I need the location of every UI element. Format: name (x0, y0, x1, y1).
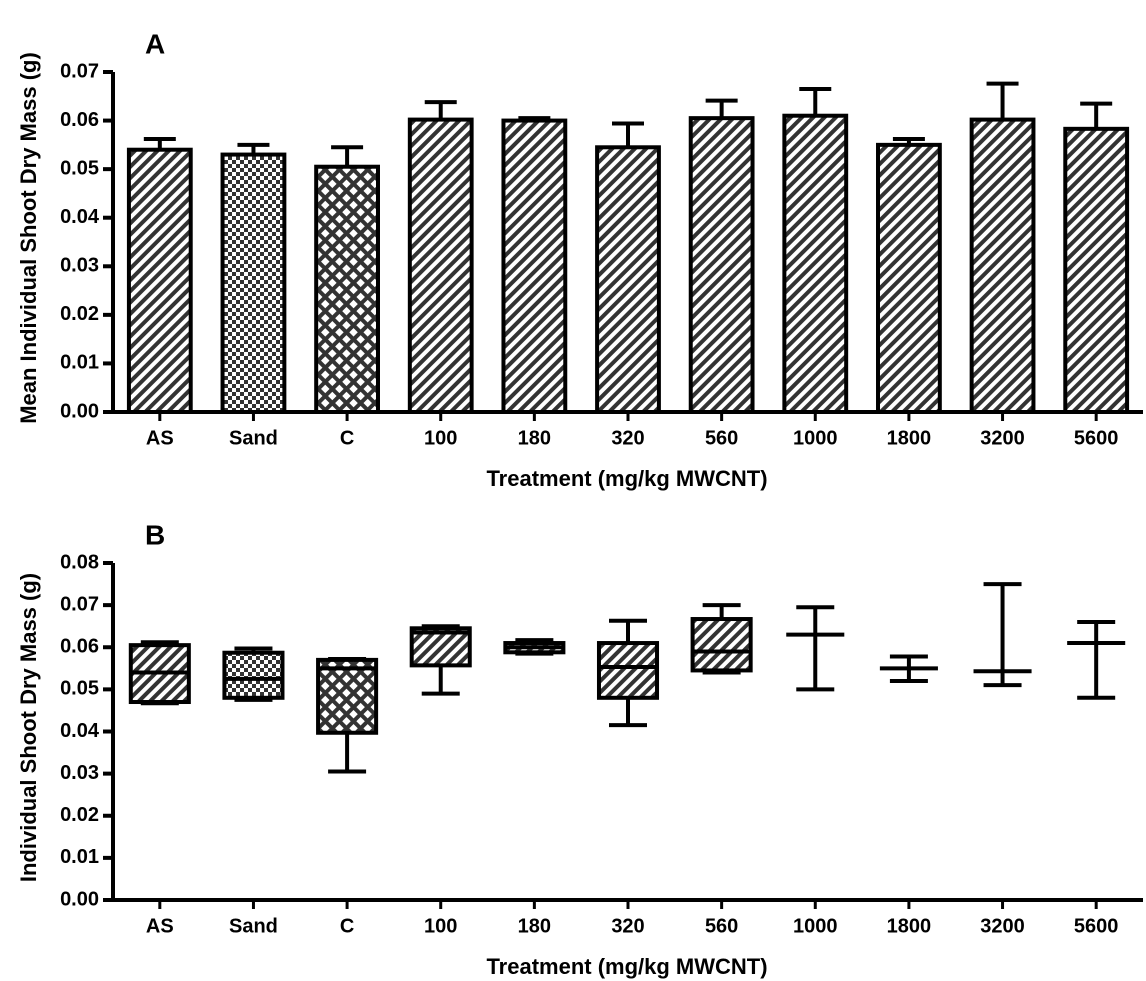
x-axis-label: Treatment (mg/kg MWCNT) (486, 466, 767, 491)
box (316, 657, 379, 735)
y-axis-label: Individual Shoot Dry Mass (g) (16, 573, 41, 882)
x-tick-label: 560 (705, 915, 738, 937)
bar (407, 117, 474, 414)
x-tick-label: 1800 (887, 915, 932, 937)
x-tick-label: 5600 (1074, 427, 1119, 449)
x-tick-label: 1800 (887, 427, 932, 449)
y-tick-label: 0.01 (60, 352, 99, 374)
x-tick-label: Sand (229, 915, 278, 937)
y-axis-label: Mean Individual Shoot Dry Mass (g) (16, 52, 41, 424)
x-tick-label: Sand (229, 427, 278, 449)
x-tick-label: 3200 (980, 427, 1025, 449)
x-tick-label: AS (146, 915, 174, 937)
x-tick-label: AS (146, 427, 174, 449)
x-tick-label: 1000 (793, 427, 838, 449)
bar (501, 118, 568, 414)
box (690, 617, 753, 673)
y-tick-label: 0.03 (60, 255, 99, 277)
y-tick-label: 0.06 (60, 109, 99, 131)
bar (969, 117, 1036, 414)
x-axis-label: Treatment (mg/kg MWCNT) (486, 954, 767, 979)
bar (876, 142, 942, 414)
x-tick-label: 100 (424, 427, 457, 449)
x-tick-label: 560 (705, 427, 738, 449)
y-tick-label: 0.06 (60, 636, 99, 658)
x-tick-label: C (340, 427, 354, 449)
y-tick-label: 0.00 (60, 888, 99, 910)
y-tick-label: 0.07 (60, 60, 99, 82)
y-tick-label: 0.02 (60, 804, 99, 826)
bar (126, 147, 193, 414)
y-tick-label: 0.00 (60, 400, 99, 422)
y-tick-label: 0.01 (60, 846, 99, 868)
x-tick-label: 180 (518, 915, 551, 937)
y-tick-label: 0.03 (60, 762, 99, 784)
box (596, 641, 660, 700)
bar (595, 145, 661, 415)
y-tick-label: 0.08 (60, 551, 99, 573)
y-tick-label: 0.05 (60, 678, 99, 700)
panel-label: A (145, 28, 165, 59)
x-tick-label: 3200 (980, 915, 1025, 937)
y-tick-label: 0.04 (60, 720, 100, 742)
x-tick-label: 1000 (793, 915, 838, 937)
bar (688, 116, 755, 415)
x-tick-label: 5600 (1074, 915, 1119, 937)
y-tick-label: 0.07 (60, 593, 99, 615)
x-tick-label: 320 (611, 427, 644, 449)
panel-label: B (145, 519, 165, 550)
bar (1063, 126, 1130, 414)
y-tick-label: 0.05 (60, 157, 99, 179)
x-tick-label: 180 (518, 427, 551, 449)
bar (220, 152, 287, 414)
bar (782, 113, 849, 414)
box (222, 650, 285, 700)
x-tick-label: 100 (424, 915, 457, 937)
x-tick-label: C (340, 915, 354, 937)
x-tick-label: 320 (611, 915, 644, 937)
bar (314, 164, 380, 414)
y-tick-label: 0.02 (60, 303, 99, 325)
y-tick-label: 0.04 (60, 206, 100, 228)
